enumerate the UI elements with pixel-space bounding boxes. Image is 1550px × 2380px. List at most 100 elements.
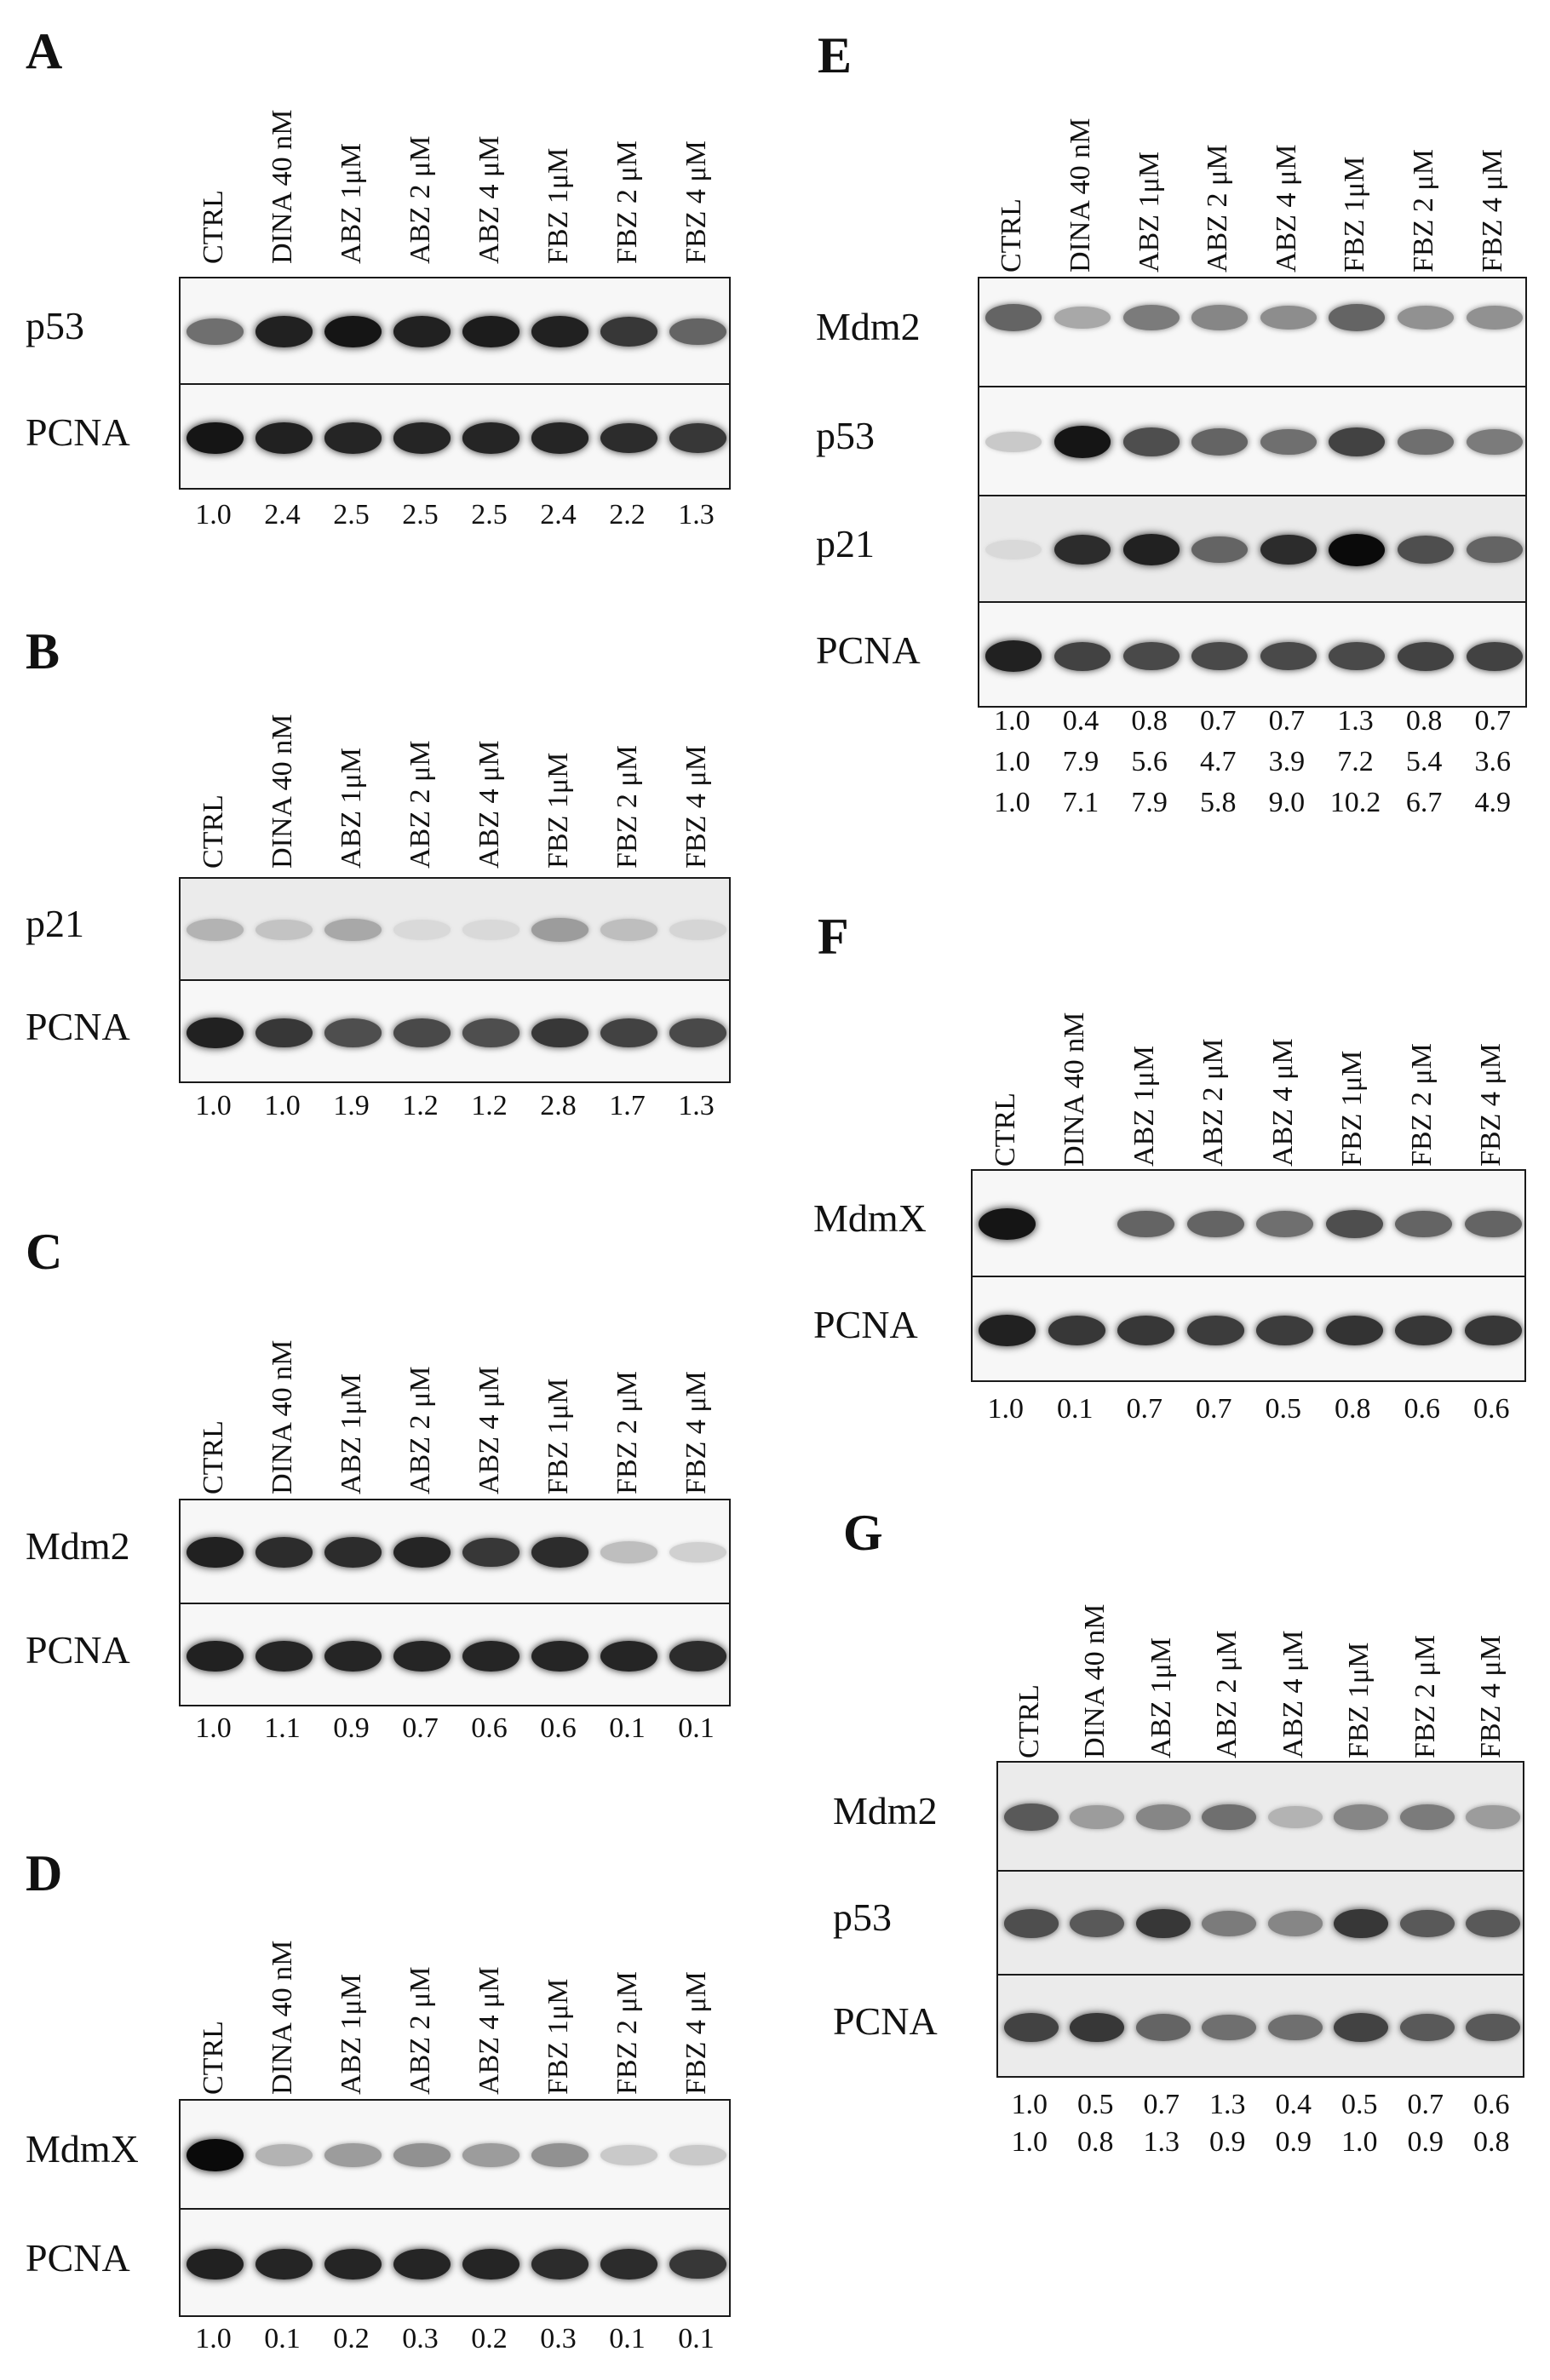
lane-label: ABZ 2 μM [404,135,436,264]
quant-value: 0.3 [402,2323,439,2354]
blot-strip-mdmx [973,1171,1524,1277]
lane-label: FBZ 2 μM [1408,149,1440,272]
band [1191,641,1249,671]
row-label-pcna: PCNA [816,628,921,672]
quant-row: 1.0 0.1 0.7 0.7 0.5 0.8 0.6 0.6 [971,1395,1526,1437]
panel-label-f: F [818,909,849,965]
band [600,1018,657,1047]
band [187,1536,244,1569]
quant-row: 1.0 7.9 5.6 4.7 3.9 7.2 5.4 3.6 [978,748,1527,789]
quant-value: 7.2 [1337,746,1374,777]
lane-header-a: CTRL DINA 40 nM ABZ 1μM ABZ 2 μM ABZ 4 μM FBZ… [179,34,731,264]
band [1003,2013,1059,2042]
band [393,1640,451,1672]
lane-label: CTRL [989,1093,1021,1167]
band [1398,535,1455,565]
band [1135,2014,1191,2041]
band [1191,536,1249,564]
row-label-p21: p21 [816,521,875,565]
lane-header-d: CTRL DINA 40 nM ABZ 1μM ABZ 2 μM ABZ 4 μM FBZ… [179,1848,731,2095]
blot-c [179,1499,731,1706]
band [985,431,1042,453]
row-label-p53: p53 [833,1895,892,1939]
quant-value: 0.8 [1335,1393,1371,1425]
band [1399,1804,1455,1830]
band [324,1640,382,1672]
lane-label: ABZ 4 μM [473,740,505,869]
band [462,422,520,454]
blot-strip-pcna [979,603,1525,706]
band [462,1640,520,1672]
lane-label: ABZ 4 μM [1277,1630,1309,1758]
band [531,316,588,347]
band [1334,1908,1389,1939]
quant-value: 1.7 [609,1090,646,1121]
quant-value: 0.7 [1407,2089,1444,2120]
row-label-pcna: PCNA [26,1005,130,1048]
lane-label: ABZ 1μM [335,1374,367,1494]
band [393,1018,451,1047]
row-label-pcna: PCNA [813,1302,918,1346]
quant-value: 4.7 [1199,746,1237,777]
quant-value: 9.0 [1268,787,1306,818]
band [669,1542,726,1563]
lane-label: ABZ 2 μM [404,1366,436,1494]
band [1267,1806,1323,1828]
quant-value: 1.3 [1143,2126,1180,2158]
quant-value: 0.7 [1143,2089,1180,2120]
band [531,1640,588,1672]
quant-value: 2.5 [402,499,439,530]
quant-value: 0.7 [1199,705,1237,737]
band [1122,305,1180,330]
blot-d [179,2099,731,2317]
lane-label: FBZ 4 μM [680,141,712,264]
quant-value: 0.1 [609,2323,646,2354]
lane-header-g: CTRL DINA 40 nM ABZ 1μM ABZ 2 μM ABZ 4 μM FBZ… [996,1516,1524,1758]
quant-value: 2.5 [333,499,370,530]
band [1135,1908,1191,1939]
quant-value: 1.0 [987,1393,1025,1425]
quant-value: 3.6 [1474,746,1511,777]
lane-label: CTRL [197,794,229,869]
quant-value: 0.9 [1275,2126,1312,2158]
band [669,2144,726,2166]
lane-label: ABZ 2 μM [404,1966,436,2095]
blot-strip-pcna [181,2210,729,2315]
lane-label: CTRL [197,1420,229,1494]
lane-label: ABZ 4 μM [473,135,505,264]
band [1053,641,1111,671]
band [1395,1316,1453,1345]
lane-header-e: CTRL DINA 40 nM ABZ 1μM ABZ 2 μM ABZ 4 μM FBZ… [978,34,1527,272]
lane-label: ABZ 4 μM [473,1966,505,2095]
row-label-pcna: PCNA [26,1628,130,1672]
quant-value: 3.9 [1268,746,1306,777]
band [1398,428,1455,456]
band [1186,1210,1244,1238]
quant-value: 2.4 [540,499,577,530]
band [1329,427,1386,456]
band [393,316,451,347]
panel-label-a: A [26,23,63,79]
blot-e [978,277,1527,708]
band [1466,305,1523,330]
band [1325,1209,1383,1239]
blot-b [179,877,731,1083]
band [979,1315,1036,1346]
band [1122,641,1180,671]
band [324,422,382,454]
band [462,316,520,347]
band [1070,1909,1125,1938]
band [1053,306,1111,330]
lane-label: ABZ 2 μM [1197,1038,1230,1167]
lane-header-b: CTRL DINA 40 nM ABZ 1μM ABZ 2 μM ABZ 4 μM FBZ… [179,626,731,869]
row-label-pcna: PCNA [833,1999,938,2043]
quant-value: 0.8 [1405,705,1443,737]
quant-value: 0.6 [1473,2089,1510,2120]
band [462,1537,520,1568]
row-label-pcna: PCNA [26,410,130,454]
band [1260,534,1317,565]
band [324,918,382,942]
band [462,2143,520,2167]
band [1466,1805,1521,1829]
band [187,318,244,345]
